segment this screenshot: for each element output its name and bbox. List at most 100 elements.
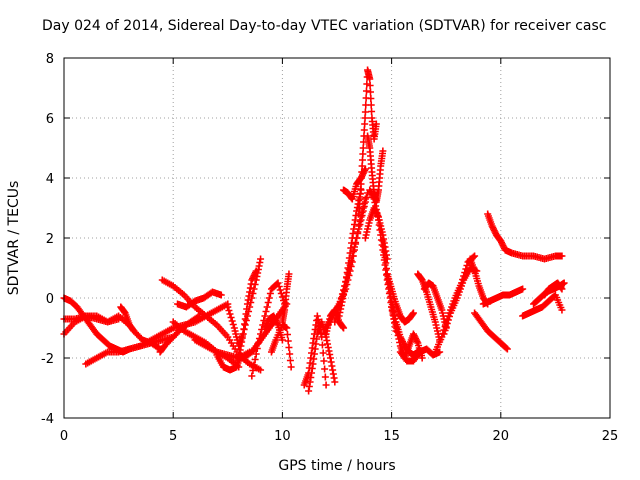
data-point [358,212,366,219]
data-point [442,323,450,331]
data-point [359,207,367,215]
data-point [276,286,284,294]
data-point [331,318,339,326]
plot-frame [63,57,611,419]
series-track-19 [278,270,293,326]
data-point [265,294,273,302]
data-point [252,350,260,358]
data-point [257,366,265,374]
x-tick-label: 0 [60,429,68,444]
data-point [362,87,370,95]
data-point [362,194,370,201]
data-point [418,354,426,362]
x-tick-label: 20 [493,429,510,444]
data-point [443,320,451,327]
data-point [257,255,265,263]
data-point [361,108,369,116]
y-tick-label: 2 [46,232,54,247]
data-point [318,341,326,349]
x-tick-label: 10 [274,429,291,444]
data-point [357,174,365,182]
series-track-7 [126,300,232,353]
data-point [471,252,479,260]
data-point [340,324,348,332]
series-track-14 [235,267,260,362]
series-track-26 [340,165,369,203]
series-track-10 [174,288,225,311]
data-point [321,373,329,381]
data-point [502,344,510,352]
series-track-41 [479,285,527,308]
data-point [226,310,234,318]
y-tick-label: -2 [41,352,54,367]
y-axis-title: SDTVAR / TECUs [6,181,22,296]
data-point [266,290,274,297]
data-point [253,345,261,352]
data-layer [60,66,568,395]
data-point [358,156,366,164]
data-point [519,285,527,293]
series-track-21 [305,318,339,395]
data-point [229,321,237,328]
data-point [284,337,292,345]
series-track-40 [471,309,511,353]
series-track-18 [267,321,295,371]
data-point [358,162,366,170]
data-point [286,350,294,358]
data-point [252,267,260,275]
data-point [115,315,123,323]
data-point [361,120,369,128]
data-point [366,88,374,96]
data-point [261,312,269,320]
data-point [255,335,263,342]
data-point [275,283,283,290]
data-point [503,345,511,353]
data-point [283,324,291,332]
data-point [368,108,376,115]
series-track-32 [383,270,417,326]
series-track-43 [519,291,566,320]
data-point [254,339,262,347]
data-point [321,365,329,373]
data-point [350,243,358,251]
data-point [558,306,566,314]
data-point [250,285,258,293]
data-point [361,198,369,206]
series-track-30 [361,204,391,263]
data-point [444,316,452,324]
chart-title: Day 024 of 2014, Sidereal Day-to-day VTE… [42,18,606,34]
data-point [264,299,272,306]
data-point [357,180,365,188]
data-point [558,285,566,293]
data-point [248,372,256,380]
data-point [558,252,566,260]
y-tick-label: 6 [46,112,54,127]
data-point [361,114,369,122]
series-track-3 [60,312,123,326]
data-point [319,349,327,357]
x-axis-title: GPS time / hours [278,458,395,474]
y-tick-label: -4 [41,412,54,427]
data-point [249,290,257,297]
data-point [445,313,453,320]
series-track-45 [540,279,566,299]
series-track-16 [248,279,289,380]
data-point [366,82,374,89]
data-point [441,327,449,334]
data-point [440,330,448,338]
x-tick-label: 15 [383,429,400,444]
data-point [285,270,293,278]
data-point [227,314,235,321]
data-point [331,378,339,386]
tick-layer: 0 5 10 15 20 25 -4 -2 0 2 4 6 8 [41,52,618,444]
data-point [263,303,271,311]
data-point [278,336,286,344]
data-point [363,80,371,88]
data-point [217,291,225,299]
data-point [224,303,232,311]
data-point [360,203,368,210]
y-tick-label: 0 [46,292,54,307]
data-point [251,356,259,363]
series-track-42 [484,210,566,263]
